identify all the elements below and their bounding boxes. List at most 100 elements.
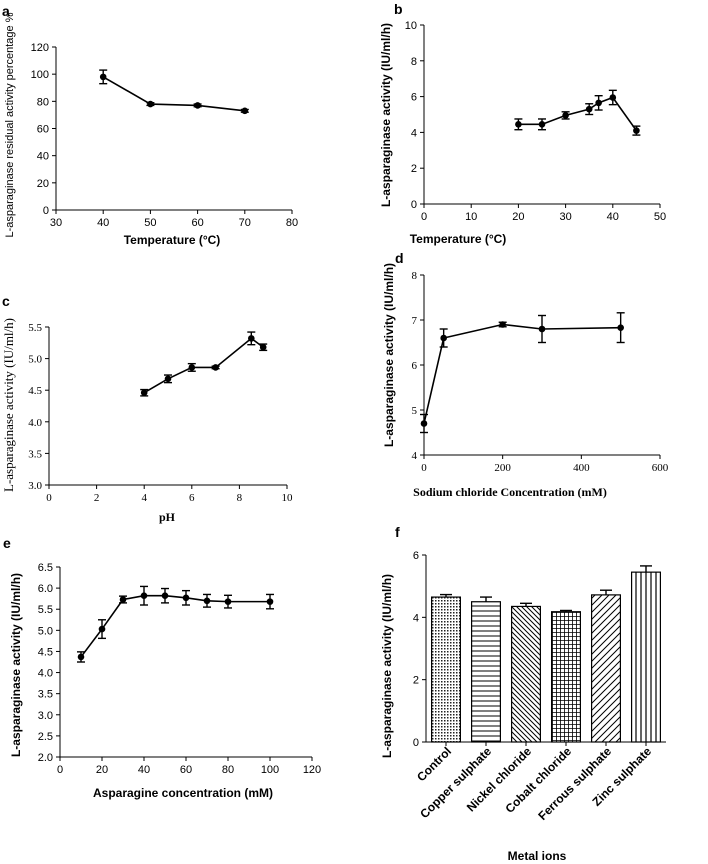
x-tick-label-c: 10 (282, 492, 294, 504)
y-tick-label-e: 5.0 (38, 625, 53, 637)
bar-f-3 (550, 611, 581, 743)
x-tick-label-c: 8 (237, 492, 243, 504)
data-point-b (515, 121, 522, 128)
plot-d: 0 200 400 600 4 5 6 7 8 (412, 270, 669, 474)
data-point-e (77, 653, 85, 661)
y-tick-label-d: 4 (412, 450, 418, 462)
x-tick-label-e: 120 (303, 764, 321, 776)
panel-label-d: d (395, 250, 404, 266)
y-tick-label-f: 0 (413, 737, 419, 749)
x-tick-label-e: 0 (57, 764, 63, 776)
y-tick-label-e: 6.0 (38, 583, 53, 595)
panel-label-e: e (3, 535, 11, 551)
data-point-b (585, 105, 593, 113)
x-tick-label-c: 6 (189, 492, 195, 504)
y-tick-label-a: 0 (43, 205, 49, 217)
x-tick-label-c: 4 (141, 492, 147, 504)
y-tick-label-f: 6 (413, 550, 419, 562)
data-point-e (266, 598, 274, 605)
x-tick-label-b: 20 (512, 211, 524, 223)
panel-label-b: b (394, 1, 403, 17)
y-tick-label-b: 10 (405, 20, 417, 32)
data-point-e (161, 592, 169, 600)
y-tick-label-d: 6 (412, 360, 418, 372)
x-tick-label-a: 80 (286, 217, 298, 229)
x-tick-label-b: 10 (465, 211, 477, 223)
y-tick-label-e: 6.5 (38, 562, 53, 574)
xlabel-d: Sodium chloride Concentration (mM) (413, 485, 607, 499)
y-tick-label-a: 80 (37, 96, 49, 108)
bar-f-4 (590, 594, 621, 743)
x-tick-label-a: 60 (191, 217, 203, 229)
x-tick-label-f: Control (414, 744, 454, 784)
data-point-b (633, 127, 640, 134)
y-tick-label-e: 2.0 (38, 752, 53, 764)
ylabel-b: L-asparaginase activity (IU/ml/h) (379, 23, 393, 207)
x-tick-label-b: 40 (607, 211, 619, 223)
xlabel-a: Temperature (°C) (124, 233, 221, 247)
data-point-c (188, 364, 196, 371)
y-tick-label-d: 7 (412, 315, 418, 327)
panel-label-a: a (2, 3, 10, 19)
x-tick-label-d: 200 (494, 462, 511, 474)
y-tick-label-a: 20 (37, 178, 49, 190)
ylabel-c: L-asparaginase activity (IU/ml/h) (1, 318, 16, 492)
y-tick-label-a: 40 (37, 151, 49, 163)
y-tick-label-e: 3.0 (38, 710, 53, 722)
x-tick-label-d: 400 (573, 462, 590, 474)
data-point-c (164, 375, 172, 383)
data-point-e (182, 594, 190, 602)
ylabel-d: L-asparaginase activity (IU/ml/h) (382, 263, 396, 447)
y-tick-label-c: 4.5 (28, 385, 42, 397)
data-point-d (440, 334, 447, 342)
ylabel-e: L-asparaginase activity (IU/ml/h) (9, 573, 23, 757)
y-tick-label-c: 3.0 (28, 480, 42, 492)
data-point-c (259, 343, 267, 351)
ylabel-a: L-asparaginase residual activity percent… (4, 12, 16, 237)
y-tick-label-c: 3.5 (28, 448, 42, 460)
data-point-e (140, 592, 148, 600)
y-tick-label-b: 8 (411, 56, 417, 68)
bar-f-5 (630, 571, 661, 743)
data-point-b (595, 99, 602, 107)
y-tick-label-d: 5 (412, 405, 418, 417)
data-point-e (224, 598, 232, 605)
data-point-a (194, 102, 201, 109)
plot-c: 0 2 4 6 8 10 3.0 3.5 4.0 4.5 5.0 5.5 (28, 322, 293, 504)
x-tick-label-b: 0 (421, 211, 427, 223)
y-tick-label-e: 3.5 (38, 689, 53, 701)
data-point-e (119, 596, 127, 603)
x-tick-label-b: 50 (654, 211, 666, 223)
y-tick-label-f: 4 (413, 612, 419, 624)
bar-f-1 (471, 601, 502, 743)
y-tick-label-e: 4.0 (38, 668, 53, 680)
y-tick-label-d: 8 (412, 270, 418, 282)
x-tick-label-f: Ferrous sulphate (535, 744, 614, 823)
x-tick-label-d: 0 (421, 462, 427, 474)
panel-label-c: c (2, 293, 10, 309)
y-tick-label-a: 60 (37, 124, 49, 136)
bar-f-2 (511, 605, 542, 743)
x-tick-label-c: 2 (94, 492, 100, 504)
panel-label-f: f (395, 524, 400, 540)
y-tick-label-e: 4.5 (38, 646, 53, 658)
x-tick-label-e: 100 (261, 764, 279, 776)
series-line-b (518, 96, 638, 132)
y-tick-label-b: 6 (411, 92, 417, 104)
y-tick-label-b: 4 (411, 127, 417, 139)
plot-e: 0 20 40 60 80 100 120 2.0 2.5 3.0 3.5 4.0 4.5 5.0 5.5 6… (38, 562, 321, 776)
data-point-c (140, 389, 148, 397)
data-point-e (98, 625, 106, 633)
series-line-a (102, 76, 245, 112)
x-tick-label-c: 0 (46, 492, 52, 504)
x-tick-label-e: 20 (96, 764, 108, 776)
y-tick-label-f: 2 (413, 675, 419, 687)
data-point-d (538, 325, 546, 333)
x-tick-label-a: 50 (144, 217, 156, 229)
data-point-c (248, 335, 255, 342)
y-tick-label-e: 2.5 (38, 731, 53, 743)
x-tick-label-e: 60 (180, 764, 192, 776)
x-tick-label-b: 30 (559, 211, 571, 223)
data-point-d (420, 420, 428, 427)
